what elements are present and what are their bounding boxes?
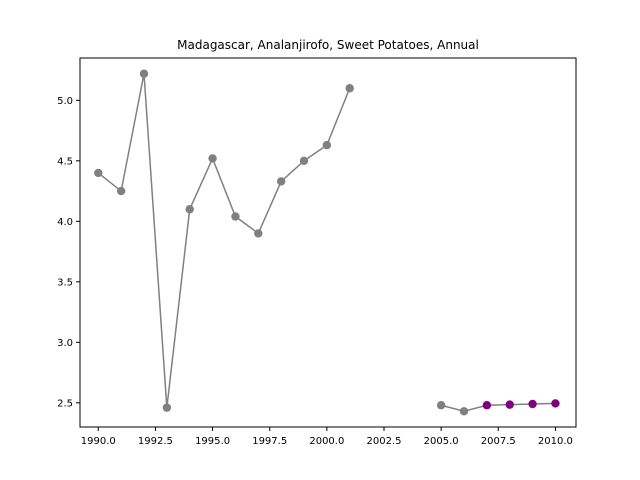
x-axis: 1990.0 1992.5 1995.0 1997.5 2000.0 2002.5 2005… bbox=[81, 427, 573, 447]
x-tick-label: 1997.5 bbox=[252, 436, 287, 447]
x-tick-label: 2005.0 bbox=[424, 436, 459, 447]
data-point bbox=[505, 400, 514, 409]
data-point bbox=[185, 205, 194, 214]
y-tick-label: 5.0 bbox=[57, 96, 73, 107]
data-point bbox=[299, 156, 309, 166]
data-point bbox=[208, 154, 217, 163]
x-tick-label: 2000.0 bbox=[309, 436, 344, 447]
data-point bbox=[322, 140, 332, 150]
data-point bbox=[139, 69, 149, 78]
data-point bbox=[528, 399, 537, 409]
x-tick-label: 1995.0 bbox=[195, 436, 230, 447]
data-point bbox=[254, 229, 263, 238]
data-point bbox=[116, 186, 126, 196]
data-point bbox=[551, 399, 560, 408]
data-point bbox=[459, 407, 469, 416]
data-point bbox=[345, 84, 354, 93]
data-point bbox=[436, 401, 446, 410]
data-point bbox=[276, 177, 286, 186]
y-tick-label: 3.5 bbox=[57, 277, 73, 288]
series-line-segment-2 bbox=[440, 402, 556, 413]
data-point bbox=[162, 403, 172, 412]
data-point bbox=[482, 401, 492, 410]
y-tick-label: 3.0 bbox=[57, 338, 73, 349]
x-tick-label: 1992.5 bbox=[138, 436, 173, 447]
axes-frame bbox=[79, 57, 577, 428]
chart-title: Madagascar, Analanjirofo, Sweet Potatoes… bbox=[177, 38, 479, 52]
x-tick-label: 2010.0 bbox=[538, 436, 573, 447]
y-axis: 2.5 3.0 3.5 4.0 4.5 5.0 bbox=[57, 96, 80, 409]
series-line-segment-1 bbox=[97, 73, 351, 408]
x-tick-label: 2007.5 bbox=[481, 436, 516, 447]
data-point bbox=[231, 212, 240, 221]
x-tick-label: 1990.0 bbox=[81, 436, 116, 447]
y-tick-label: 4.0 bbox=[57, 217, 73, 228]
data-point bbox=[94, 168, 103, 178]
y-tick-label: 2.5 bbox=[57, 398, 73, 409]
x-tick-label: 2002.5 bbox=[367, 436, 402, 447]
plot-area bbox=[94, 69, 560, 416]
y-tick-label: 4.5 bbox=[57, 156, 73, 167]
